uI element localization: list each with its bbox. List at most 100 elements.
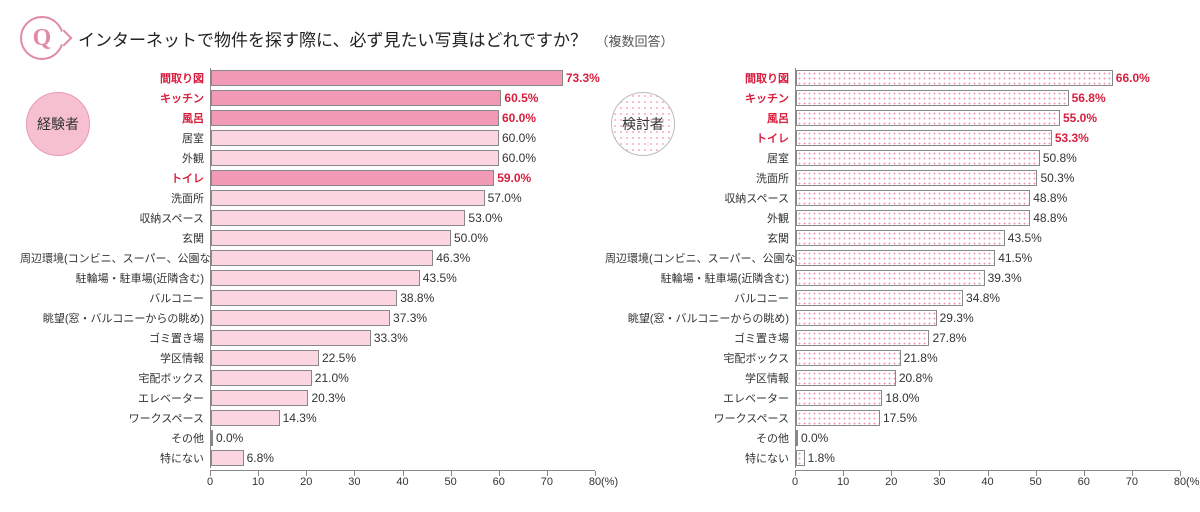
q-letter: Q — [33, 25, 52, 52]
bar-row: 駐輪場・駐車場(近隣含む)39.3% — [605, 268, 1180, 288]
bar-value: 73.3% — [562, 71, 600, 85]
bar: 6.8% — [211, 450, 244, 466]
bar: 22.5% — [211, 350, 319, 366]
bar-area: 48.8% — [795, 208, 1180, 228]
bar-label: エレベーター — [605, 390, 795, 406]
bar-area: 43.5% — [795, 228, 1180, 248]
bar-value: 48.8% — [1029, 211, 1067, 225]
bar-value: 55.0% — [1059, 111, 1097, 125]
bar-value: 34.8% — [962, 291, 1000, 305]
bar-label: 宅配ボックス — [20, 370, 210, 386]
bar-value: 43.5% — [1004, 231, 1042, 245]
tick-label: 0 — [792, 476, 798, 488]
bar-area: 73.3% — [210, 68, 595, 88]
bar: 60.0% — [211, 150, 499, 166]
chart-body: 間取り図73.3%キッチン60.5%風呂60.0%居室60.0%外観60.0%ト… — [20, 68, 595, 492]
bar-label: バルコニー — [20, 290, 210, 306]
bar: 20.8% — [796, 370, 896, 386]
bar-area: 20.3% — [210, 388, 595, 408]
bar-value: 27.8% — [928, 331, 966, 345]
bar-row: 学区情報22.5% — [20, 348, 595, 368]
bar-area: 59.0% — [210, 168, 595, 188]
bar: 60.0% — [211, 130, 499, 146]
bar-label: ワークスペース — [605, 410, 795, 426]
bar-area: 0.0% — [795, 428, 1180, 448]
bar-area: 39.3% — [795, 268, 1180, 288]
bar-area: 21.0% — [210, 368, 595, 388]
bar-value: 53.3% — [1051, 131, 1089, 145]
bar-value: 29.3% — [936, 311, 974, 325]
bar-value: 39.3% — [984, 271, 1022, 285]
bar-area: 1.8% — [795, 448, 1180, 468]
bar-value: 38.8% — [396, 291, 434, 305]
bar-label: 宅配ボックス — [605, 350, 795, 366]
bar-value: 14.3% — [279, 411, 317, 425]
bar-row: その他0.0% — [605, 428, 1180, 448]
bar-area: 66.0% — [795, 68, 1180, 88]
bar-value: 1.8% — [804, 451, 835, 465]
bar-label: 特にない — [20, 450, 210, 466]
bar-area: 60.0% — [210, 128, 595, 148]
bar-area: 14.3% — [210, 408, 595, 428]
bar-area: 46.3% — [210, 248, 595, 268]
bar-label: ワークスペース — [20, 410, 210, 426]
chart-body: 間取り図66.0%キッチン56.8%風呂55.0%トイレ53.3%居室50.8%… — [605, 68, 1180, 492]
bar-value: 50.8% — [1039, 151, 1077, 165]
bar-value: 0.0% — [212, 431, 243, 445]
bar-row: キッチン60.5% — [20, 88, 595, 108]
bar-row: 特にない6.8% — [20, 448, 595, 468]
bar-row: 間取り図66.0% — [605, 68, 1180, 88]
bar-area: 53.0% — [210, 208, 595, 228]
bar-value: 17.5% — [879, 411, 917, 425]
bar-row: 玄関43.5% — [605, 228, 1180, 248]
bar-label: 駐輪場・駐車場(近隣含む) — [20, 270, 210, 286]
tick-label: 80 — [589, 476, 601, 488]
bar-area: 50.0% — [210, 228, 595, 248]
bar: 46.3% — [211, 250, 433, 266]
bar-label: 洗面所 — [20, 190, 210, 206]
bar-row: 周辺環境(コンビニ、スーパー、公園など)41.5% — [605, 248, 1180, 268]
bar-row: 間取り図73.3% — [20, 68, 595, 88]
question-header: Q インターネットで物件を探す際に、必ず見たい写真はどれですか？ （複数回答） — [20, 16, 1180, 60]
bar-row: 洗面所50.3% — [605, 168, 1180, 188]
bar-area: 22.5% — [210, 348, 595, 368]
bar-row: 宅配ボックス21.0% — [20, 368, 595, 388]
bar: 21.8% — [796, 350, 901, 366]
bar-row: 特にない1.8% — [605, 448, 1180, 468]
bar-row: 居室50.8% — [605, 148, 1180, 168]
bar-row: ワークスペース 14.3% — [20, 408, 595, 428]
bar-area: 53.3% — [795, 128, 1180, 148]
bar: 50.8% — [796, 150, 1040, 166]
tick-label: 50 — [445, 476, 457, 488]
bar-value: 57.0% — [484, 191, 522, 205]
bar-row: ワークスペース 17.5% — [605, 408, 1180, 428]
bar-area: 55.0% — [795, 108, 1180, 128]
bar-value: 33.3% — [370, 331, 408, 345]
bar-row: 風呂55.0% — [605, 108, 1180, 128]
bar: 0.0% — [796, 430, 798, 446]
bar-area: 41.5% — [795, 248, 1180, 268]
bar-label: その他 — [605, 430, 795, 446]
bar-area: 60.0% — [210, 148, 595, 168]
tick-label: 30 — [933, 476, 945, 488]
bar-area: 27.8% — [795, 328, 1180, 348]
tick-label: 10 — [252, 476, 264, 488]
tick-label: 40 — [981, 476, 993, 488]
bar-area: 20.8% — [795, 368, 1180, 388]
group-badge-cons: 検討者 — [611, 92, 675, 156]
bar: 37.3% — [211, 310, 390, 326]
chart-cons: 検討者間取り図66.0%キッチン56.8%風呂55.0%トイレ53.3%居室50… — [605, 68, 1180, 492]
bar-area: 50.8% — [795, 148, 1180, 168]
bar-area: 43.5% — [210, 268, 595, 288]
bar-label: ゴミ置き場 — [605, 330, 795, 346]
bar-area: 0.0% — [210, 428, 595, 448]
bar-value: 50.0% — [450, 231, 488, 245]
bar-area: 17.5% — [795, 408, 1180, 428]
bar-value: 20.3% — [307, 391, 345, 405]
axis-ticks: 01020304050607080(%) — [210, 470, 595, 492]
bar-label: 眺望(窓・バルコニーからの眺め) — [20, 310, 210, 326]
bar-row: 眺望(窓・バルコニーからの眺め)29.3% — [605, 308, 1180, 328]
bar-value: 60.0% — [498, 111, 536, 125]
group-badge-exp: 経験者 — [26, 92, 90, 156]
bar: 38.8% — [211, 290, 397, 306]
